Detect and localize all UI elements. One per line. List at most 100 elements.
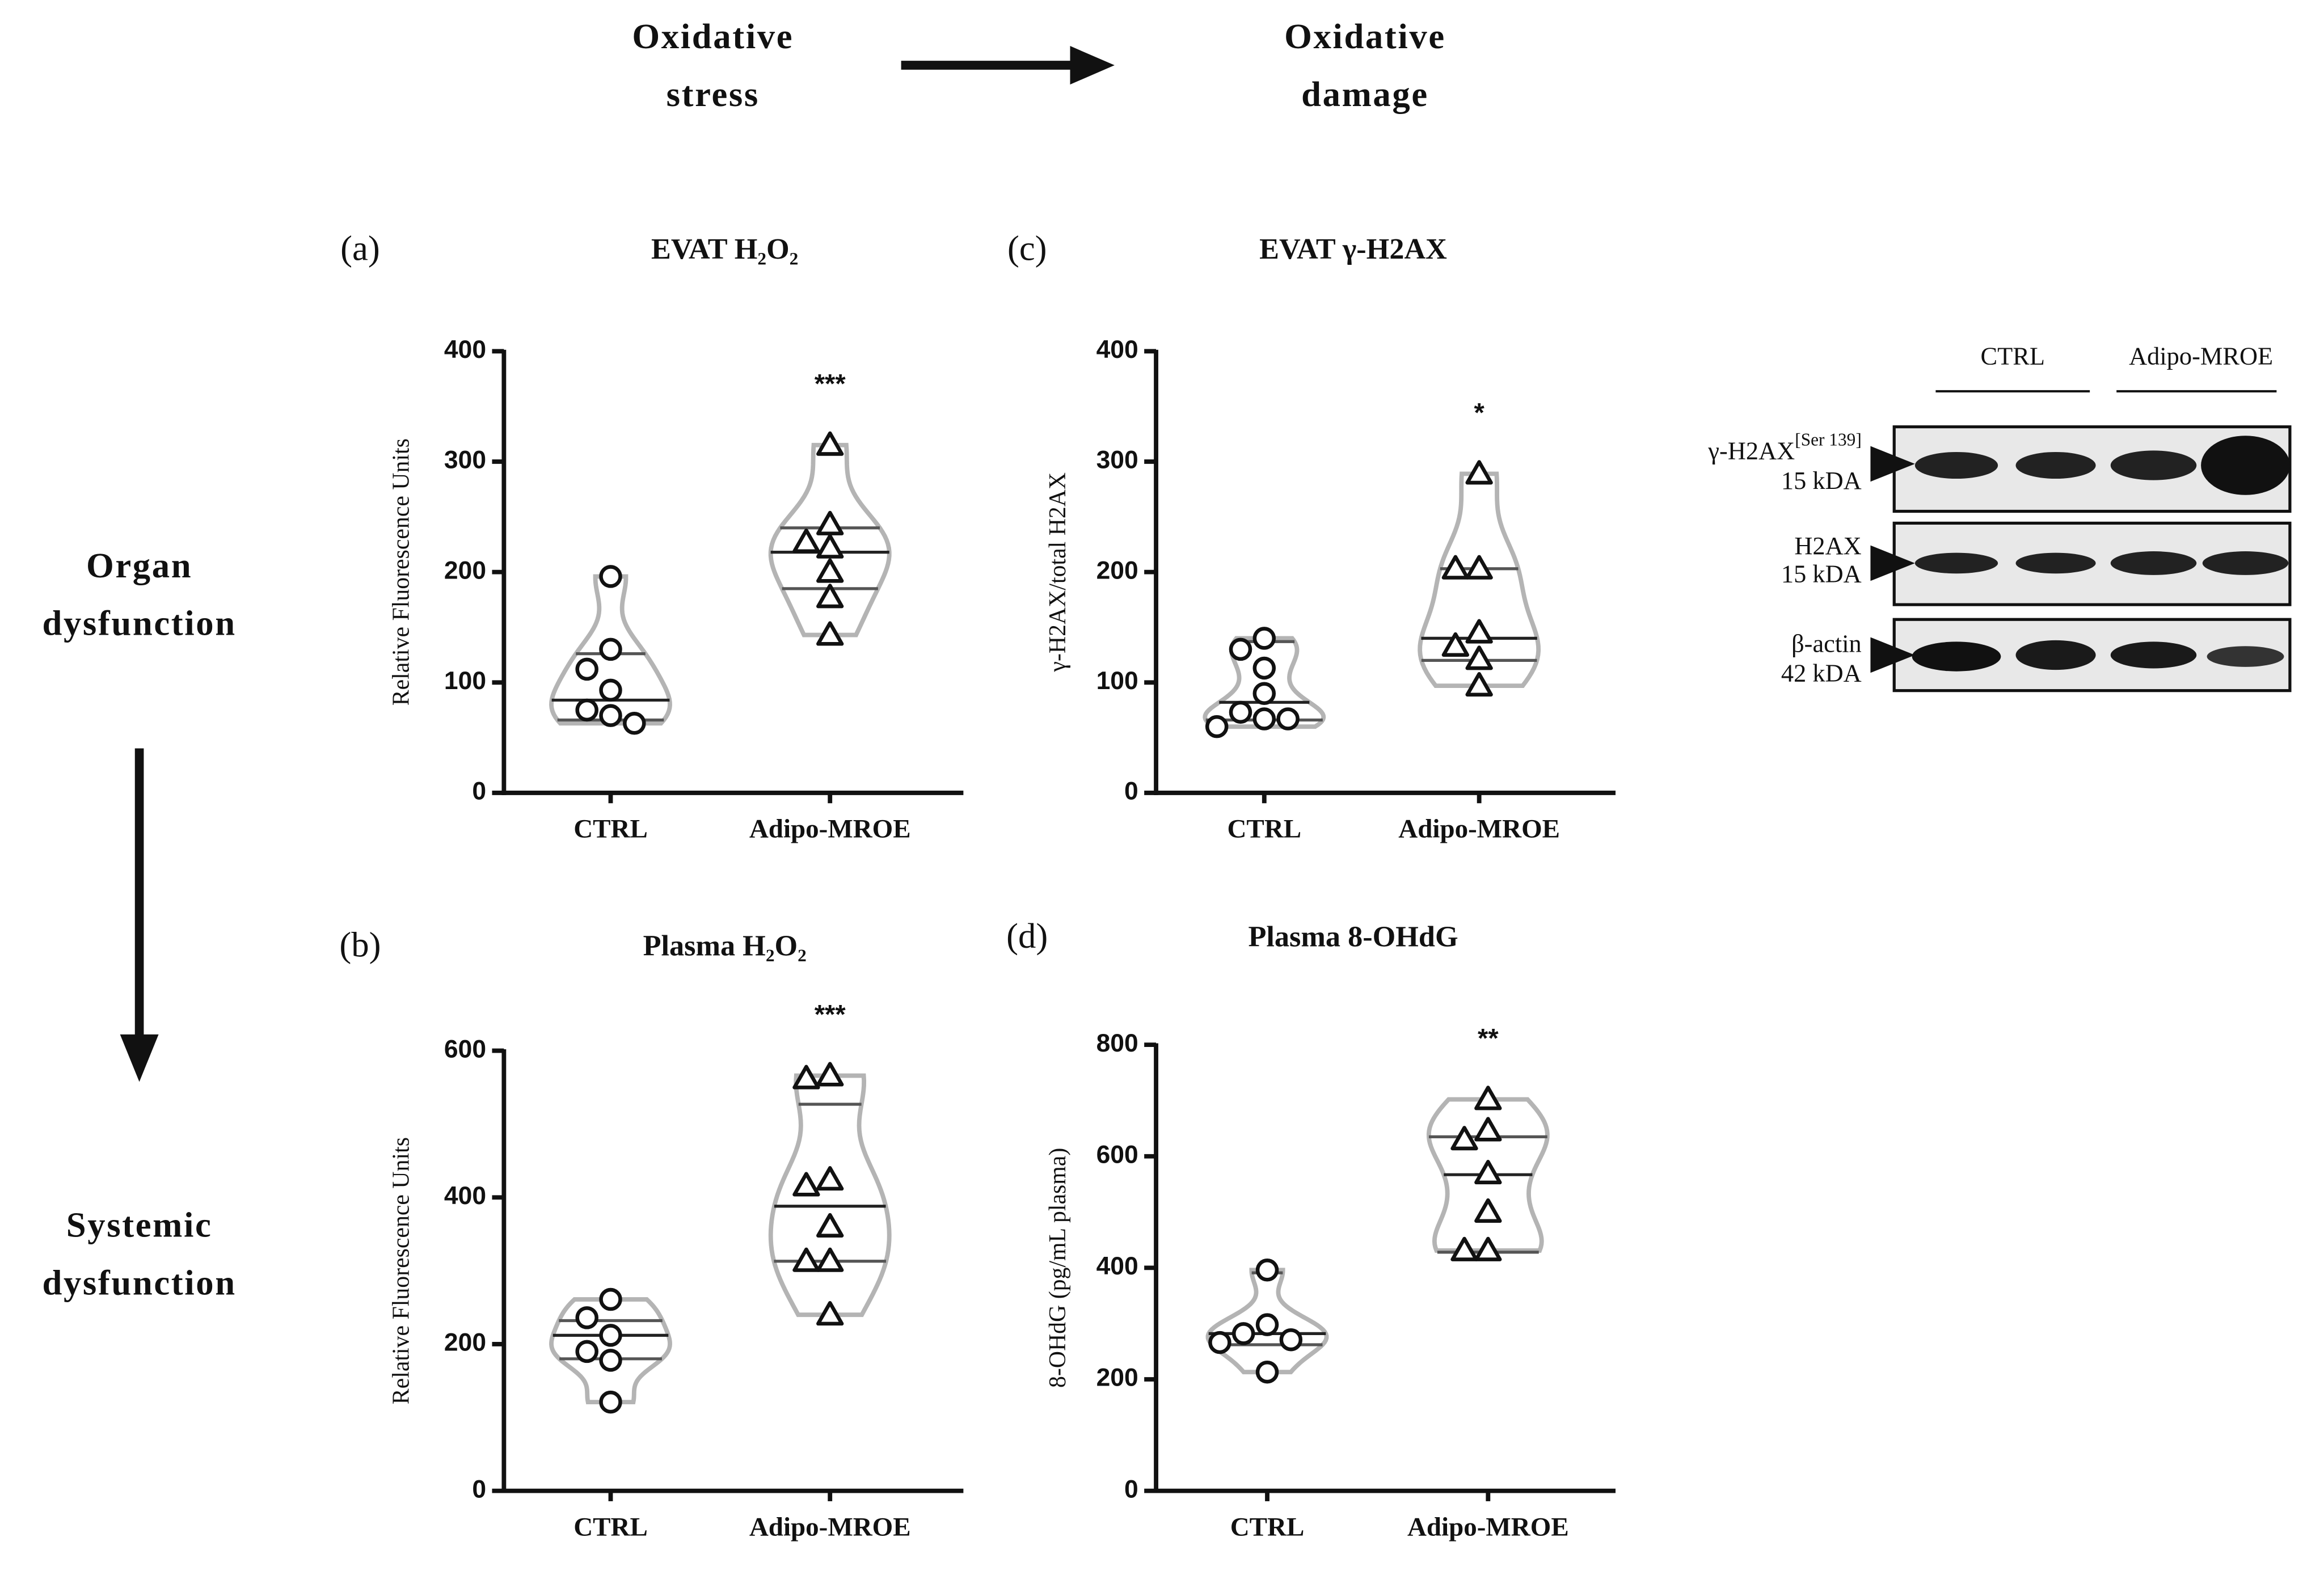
panel-label: (c) <box>1007 229 1047 268</box>
violin <box>768 442 892 637</box>
western-blot: CTRL Adipo-MROE γ-H2AX[Ser 139] 15 kDA H… <box>1707 342 2292 693</box>
data-point <box>599 1349 622 1372</box>
lane-label: CTRL <box>1981 342 2045 370</box>
x-tick-label: Adipo-MROE <box>749 814 911 844</box>
y-tick-label: 100 <box>444 667 486 695</box>
header-text: Oxidative <box>1284 16 1446 56</box>
band <box>2207 646 2284 667</box>
panel-label: (b) <box>339 925 381 965</box>
y-tick-label: 600 <box>1096 1141 1138 1168</box>
chart-title: EVAT γ-H2AX <box>1259 233 1447 265</box>
violin <box>1426 1097 1550 1253</box>
header-text: Oxidative <box>632 16 794 56</box>
x-tick-label: CTRL <box>573 814 648 844</box>
data-point <box>1465 672 1493 697</box>
data-point <box>1231 1322 1255 1345</box>
data-point <box>1441 632 1470 657</box>
arrow-head <box>1070 46 1115 85</box>
violin <box>549 574 672 726</box>
x-tick-label: CTRL <box>573 1512 648 1542</box>
x-tick-label: Adipo-MROE <box>749 1512 911 1542</box>
violin <box>1203 636 1326 729</box>
data-point <box>816 1247 844 1272</box>
violin <box>1418 471 1541 689</box>
data-point <box>792 1065 820 1090</box>
data-point <box>792 528 820 554</box>
header-text: damage <box>1301 74 1429 114</box>
chart-title: Plasma H₂O₂ <box>643 929 807 962</box>
y-tick-label: 400 <box>1096 1252 1138 1280</box>
y-tick-label: 400 <box>1096 336 1138 364</box>
data-point <box>1474 1086 1502 1110</box>
y-tick-label: 400 <box>444 1182 486 1210</box>
blot-size: 42 kDA <box>1781 659 1862 687</box>
y-axis-label: Relative Fluorescence Units <box>388 1137 414 1404</box>
data-point <box>1474 1198 1502 1223</box>
data-point <box>599 1390 622 1414</box>
y-tick-label: 800 <box>1096 1029 1138 1057</box>
data-point <box>575 698 598 722</box>
significance: ** <box>1478 1023 1499 1053</box>
data-point <box>1229 700 1252 724</box>
band <box>2110 551 2197 575</box>
x-tick-label: Adipo-MROE <box>1398 814 1560 844</box>
data-point <box>1252 627 1276 650</box>
band <box>2201 436 2290 495</box>
data-point <box>1474 1160 1502 1185</box>
y-tick-label: 200 <box>444 1329 486 1357</box>
y-tick-label: 200 <box>1096 556 1138 584</box>
blot-arrow <box>1870 545 1915 581</box>
blot-size: 15 kDA <box>1781 560 1862 588</box>
y-tick-label: 0 <box>1124 778 1138 805</box>
data-point <box>1450 1236 1478 1261</box>
blot-arrow <box>1870 637 1915 673</box>
significance: * <box>1474 397 1485 427</box>
data-point <box>1474 1117 1502 1142</box>
band <box>2110 641 2197 669</box>
data-point <box>599 637 622 661</box>
band <box>1914 552 1998 574</box>
data-point <box>1255 1259 1279 1282</box>
data-point <box>599 1324 622 1347</box>
side-text: dysfunction <box>42 1262 236 1302</box>
panel-label: (d) <box>1006 916 1048 956</box>
chart-title: EVAT H₂O₂ <box>651 233 798 265</box>
y-tick-label: 0 <box>472 1475 486 1503</box>
data-point <box>1465 460 1493 485</box>
data-point <box>816 621 844 646</box>
violin <box>1205 1268 1329 1375</box>
data-point <box>599 704 622 727</box>
data-point <box>1229 637 1252 661</box>
data-point <box>1465 645 1493 670</box>
y-tick-label: 100 <box>1096 667 1138 695</box>
data-point <box>1252 682 1276 706</box>
chart-title: Plasma 8-OHdG <box>1248 920 1458 953</box>
protein-site: [Ser 139] <box>1795 430 1862 450</box>
data-point <box>623 712 646 735</box>
x-tick-label: Adipo-MROE <box>1407 1512 1569 1542</box>
significance: *** <box>815 999 846 1029</box>
data-point <box>599 1287 622 1311</box>
side-text: Organ <box>86 546 192 585</box>
data-point <box>816 431 844 456</box>
y-tick-label: 300 <box>444 446 486 474</box>
y-axis-label: 8-OHdG (pg/mL plasma) <box>1045 1148 1071 1388</box>
data-point <box>1208 1331 1231 1354</box>
y-tick-label: 300 <box>1096 446 1138 474</box>
data-point <box>792 1172 820 1197</box>
data-point <box>816 1301 844 1326</box>
data-point <box>816 1062 844 1087</box>
data-point <box>599 565 622 588</box>
data-point <box>575 1340 598 1363</box>
y-tick-label: 0 <box>472 778 486 805</box>
significance: *** <box>815 369 846 399</box>
y-axis-label: Relative Fluorescence Units <box>388 438 414 706</box>
violin <box>549 1297 672 1405</box>
band <box>2015 451 2096 479</box>
blot-row-label: β-actin <box>1791 629 1862 657</box>
arrow-head <box>120 1034 159 1082</box>
lane-label: Adipo-MROE <box>2129 342 2273 370</box>
